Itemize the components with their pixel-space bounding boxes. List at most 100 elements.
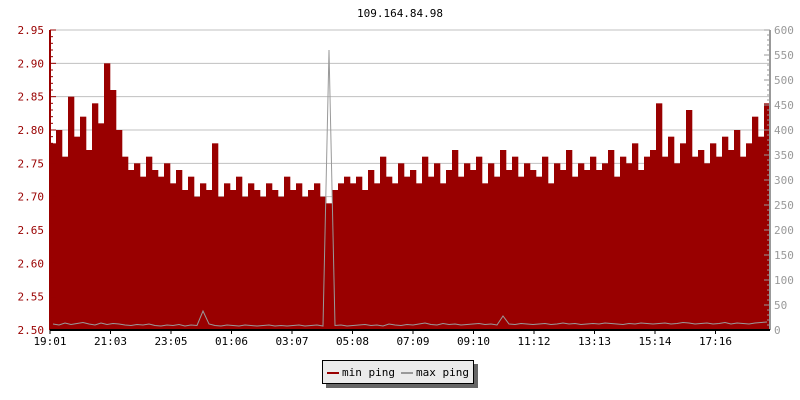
min-ping-bar: [734, 130, 741, 330]
min-ping-bar: [620, 156, 627, 330]
chart-title: 109.164.84.98: [357, 7, 443, 20]
y-left-tick-label: 2.60: [18, 257, 45, 270]
y-left-tick-label: 2.95: [18, 24, 45, 37]
min-ping-bar: [164, 163, 171, 330]
min-ping-bar: [464, 163, 471, 330]
min-ping-bar: [296, 183, 303, 330]
min-ping-bar: [248, 183, 255, 330]
min-ping-bar: [302, 196, 309, 330]
min-ping-bar: [122, 156, 129, 330]
min-ping-bar: [152, 170, 159, 330]
legend: min ping max ping: [322, 360, 474, 384]
min-ping-bar: [272, 190, 279, 330]
y-left-tick-label: 2.50: [18, 324, 45, 337]
min-ping-bar: [74, 136, 81, 330]
y-left-tick-label: 2.55: [18, 291, 45, 304]
min-ping-bar: [326, 203, 333, 330]
min-ping-bar: [56, 130, 63, 330]
min-ping-bar: [332, 190, 339, 330]
y-right-tick-label: 300: [774, 174, 794, 187]
min-ping-bar: [218, 196, 225, 330]
min-ping-bar: [194, 196, 201, 330]
min-ping-bar: [680, 143, 687, 330]
min-ping-bar: [446, 170, 453, 330]
min-ping-bar: [344, 176, 351, 330]
min-ping-bar: [386, 176, 393, 330]
min-ping-bar: [278, 196, 285, 330]
min-ping-bar: [566, 150, 573, 330]
min-ping-bar: [98, 123, 105, 330]
min-ping-bar: [470, 170, 477, 330]
y-left-tick-label: 2.75: [18, 157, 45, 170]
min-ping-swatch: [327, 371, 340, 374]
min-ping-bar: [674, 163, 681, 330]
min-ping-bar: [722, 136, 729, 330]
min-ping-bar: [668, 136, 675, 330]
min-ping-bar: [476, 156, 483, 330]
min-ping-bar: [758, 136, 765, 330]
min-ping-bar: [596, 170, 603, 330]
min-ping-bar: [686, 110, 693, 330]
min-ping-bar: [374, 183, 381, 330]
min-ping-bar: [500, 150, 507, 330]
min-ping-bar: [404, 176, 411, 330]
y-right-tick-label: 100: [774, 274, 794, 287]
min-ping-bar: [728, 150, 735, 330]
min-ping-bar: [536, 176, 543, 330]
legend-label: max ping: [416, 365, 469, 379]
min-ping-bar: [416, 183, 423, 330]
min-ping-bar: [584, 170, 591, 330]
x-tick-label: 07:09: [396, 335, 429, 348]
min-ping-bar: [230, 190, 237, 330]
x-tick-label: 15:14: [638, 335, 671, 348]
max-ping-swatch: [401, 371, 413, 374]
x-tick-label: 17:16: [699, 335, 732, 348]
min-ping-bar: [614, 176, 621, 330]
min-ping-bar: [626, 163, 633, 330]
min-ping-bar: [578, 163, 585, 330]
min-ping-bar: [320, 196, 327, 330]
y-right-tick-label: 600: [774, 24, 794, 37]
min-ping-bar: [644, 156, 651, 330]
min-ping-bar: [308, 190, 315, 330]
min-ping-bar: [260, 196, 267, 330]
min-ping-bar: [656, 103, 663, 330]
min-ping-bar: [704, 163, 711, 330]
min-ping-bar: [140, 176, 147, 330]
min-ping-bar: [542, 156, 549, 330]
min-ping-bar: [524, 163, 531, 330]
min-ping-bar: [188, 176, 195, 330]
min-ping-bar: [266, 183, 273, 330]
min-ping-bar: [362, 190, 369, 330]
y-right-tick-label: 50: [774, 299, 787, 312]
min-ping-bar: [560, 170, 567, 330]
min-ping-bar: [632, 143, 639, 330]
min-ping-bar: [314, 183, 321, 330]
min-ping-bar: [746, 143, 753, 330]
min-ping-bar: [182, 190, 189, 330]
min-ping-bar: [86, 150, 93, 330]
min-ping-bar: [422, 156, 429, 330]
min-ping-bar: [236, 176, 243, 330]
y-left-tick-label: 2.90: [18, 57, 45, 70]
min-ping-bar: [110, 90, 117, 330]
min-ping-bar: [512, 156, 519, 330]
min-ping-bar: [176, 170, 183, 330]
min-ping-bar: [548, 183, 555, 330]
min-ping-bar: [530, 170, 537, 330]
min-ping-bar: [116, 130, 123, 330]
min-ping-bar: [752, 116, 759, 331]
y-right-tick-label: 0: [774, 324, 781, 337]
min-ping-bar: [572, 176, 579, 330]
legend-item-max: max ping: [401, 366, 469, 379]
min-ping-bar: [62, 156, 69, 330]
min-ping-bar: [242, 196, 249, 330]
min-ping-bar: [710, 143, 717, 330]
y-right-tick-label: 350: [774, 149, 794, 162]
min-ping-bar: [662, 156, 669, 330]
min-ping-bar: [356, 176, 363, 330]
min-ping-bar: [428, 176, 435, 330]
y-left-tick-label: 2.85: [18, 91, 45, 104]
min-ping-series: [50, 63, 771, 331]
